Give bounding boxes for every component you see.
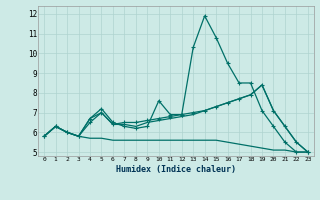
X-axis label: Humidex (Indice chaleur): Humidex (Indice chaleur) [116,165,236,174]
